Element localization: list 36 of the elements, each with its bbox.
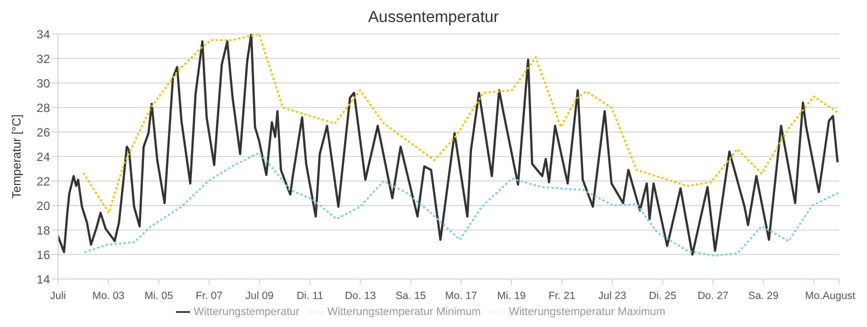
y-tick-label: 32 [36, 52, 50, 66]
y-tick-label: 28 [36, 100, 50, 115]
line-series [84, 152, 838, 257]
x-tick-label: Di. 25 [648, 290, 677, 302]
x-tick-label: Fr. 07 [196, 290, 223, 302]
x-tick-label: Do. 13 [344, 290, 376, 302]
y-tick-label: 20 [36, 198, 50, 213]
y-tick-label: 26 [36, 125, 50, 140]
y-tick-label: 24 [36, 150, 50, 164]
line-series [58, 34, 839, 256]
y-tick-label: 34 [36, 27, 50, 42]
x-tick-label: Di. 11 [296, 290, 324, 302]
x-tick-label: Mo. 03 [92, 290, 125, 302]
chart-title: Aussentemperatur [368, 9, 499, 26]
x-tick-label: Mi. 19 [497, 290, 526, 302]
y-axis-title: Temperatur [°C] [9, 114, 24, 199]
x-tick-label: Jul 09 [246, 290, 274, 302]
y-tick-label: 22 [36, 174, 50, 188]
y-tick-label: 18 [36, 223, 50, 238]
x-tick-label: Mo. [805, 290, 823, 302]
x-tick-label: Sa. 29 [748, 290, 779, 302]
y-tick-label: 16 [36, 248, 50, 262]
x-tick-label: August [822, 290, 856, 302]
x-tick-label: Jul 23 [598, 290, 626, 302]
legend-label: Witterungstemperatur Maximum [508, 306, 666, 318]
x-tick-label: Sa. 15 [396, 290, 426, 302]
y-tick-label: 30 [36, 76, 50, 90]
x-tick-label: Mi. 05 [144, 290, 174, 302]
y-tick-label: 14 [36, 272, 50, 286]
legend-label: Witterungstemperatur Minimum [327, 306, 481, 318]
x-tick-label: Fr. 21 [548, 290, 576, 302]
line-series [82, 34, 838, 214]
x-tick-label: Do. 27 [698, 290, 729, 302]
legend-label: Witterungstemperatur [194, 306, 300, 318]
x-tick-label: Mo. 17 [445, 290, 478, 302]
x-tick-label: Juli [50, 290, 66, 302]
